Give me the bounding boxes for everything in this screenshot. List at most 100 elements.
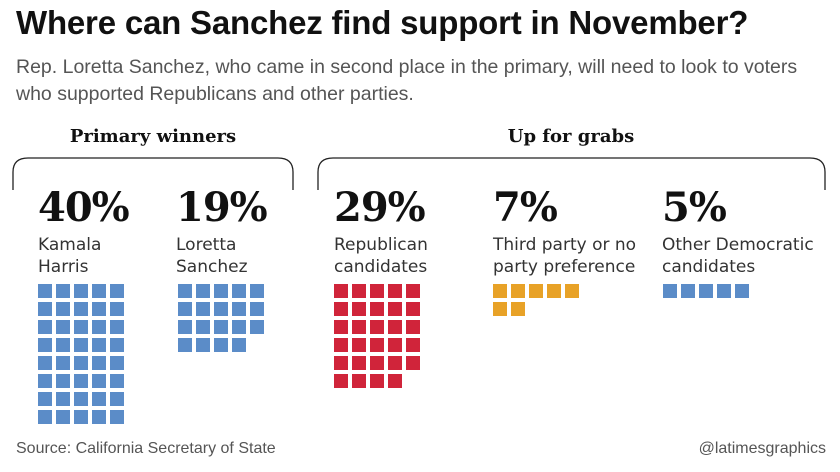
waffle-square bbox=[38, 320, 52, 334]
waffle-square bbox=[547, 284, 561, 298]
label-kamala-harris: Kamala Harris bbox=[38, 235, 102, 277]
group-label-up-for-grabs: Up for grabs bbox=[507, 126, 635, 147]
waffle-square bbox=[717, 284, 731, 298]
waffle-square bbox=[511, 302, 525, 316]
waffle-square bbox=[493, 302, 507, 316]
waffle-square bbox=[406, 356, 420, 370]
waffle-square bbox=[92, 320, 106, 334]
waffle-square bbox=[565, 284, 579, 298]
label-loretta-sanchez: Loretta Sanchez bbox=[176, 235, 248, 277]
waffle-square bbox=[370, 338, 384, 352]
waffle-square bbox=[74, 302, 88, 316]
waffle-square bbox=[110, 302, 124, 316]
item-other-democratic: 5% Other Democratic candidates bbox=[662, 186, 814, 278]
waffle-square bbox=[334, 302, 348, 316]
pct-third-party: 7% bbox=[493, 184, 558, 231]
waffle-square bbox=[74, 410, 88, 424]
waffle-square bbox=[406, 320, 420, 334]
waffle-square bbox=[74, 392, 88, 406]
waffle-square bbox=[56, 374, 70, 388]
waffle-square bbox=[406, 338, 420, 352]
waffle-square bbox=[74, 320, 88, 334]
waffle-square bbox=[38, 284, 52, 298]
waffle-square bbox=[214, 320, 228, 334]
label-third-party: Third party or no party preference bbox=[493, 235, 637, 277]
waffle-square bbox=[56, 338, 70, 352]
waffle-square bbox=[38, 302, 52, 316]
waffle-square bbox=[110, 284, 124, 298]
waffle-square bbox=[92, 374, 106, 388]
waffle-square bbox=[92, 302, 106, 316]
waffle-square bbox=[250, 302, 264, 316]
waffle-square bbox=[232, 320, 246, 334]
waffle-square bbox=[681, 284, 695, 298]
waffle-square bbox=[214, 338, 228, 352]
waffle-square bbox=[388, 284, 402, 298]
waffle-square bbox=[370, 374, 384, 388]
source-note: Source: California Secretary of State bbox=[16, 440, 276, 457]
waffle-square bbox=[406, 302, 420, 316]
waffle-square bbox=[110, 374, 124, 388]
waffle-square bbox=[196, 338, 210, 352]
bracket-primary-winners bbox=[12, 157, 294, 190]
waffle-square bbox=[196, 302, 210, 316]
waffle-square bbox=[178, 302, 192, 316]
waffle-square bbox=[74, 374, 88, 388]
chart-title: Where can Sanchez find support in Novemb… bbox=[16, 4, 749, 41]
waffle-square bbox=[74, 284, 88, 298]
waffle-square bbox=[56, 320, 70, 334]
waffle-square bbox=[370, 302, 384, 316]
waffle-square bbox=[56, 356, 70, 370]
pct-other-democratic: 5% bbox=[662, 184, 727, 231]
waffle-square bbox=[493, 284, 507, 298]
waffle-square bbox=[370, 356, 384, 370]
waffle-square bbox=[38, 410, 52, 424]
waffle-square bbox=[529, 284, 543, 298]
label-republican-candidates: Republican candidates bbox=[334, 235, 428, 277]
waffle-square bbox=[334, 284, 348, 298]
waffle-square bbox=[735, 284, 749, 298]
waffle-square bbox=[699, 284, 713, 298]
waffle-square bbox=[178, 338, 192, 352]
waffle-square bbox=[56, 392, 70, 406]
waffle-square bbox=[74, 356, 88, 370]
waffle-square bbox=[352, 302, 366, 316]
waffle-square bbox=[56, 410, 70, 424]
waffle-square bbox=[232, 338, 246, 352]
item-republican-candidates: 29% Republican candidates bbox=[334, 186, 428, 278]
waffle-square bbox=[388, 338, 402, 352]
waffle-square bbox=[92, 410, 106, 424]
item-third-party: 7% Third party or no party preference bbox=[493, 186, 636, 278]
waffle-square bbox=[92, 392, 106, 406]
waffle-square bbox=[110, 356, 124, 370]
waffle-square bbox=[56, 284, 70, 298]
waffle-square bbox=[56, 302, 70, 316]
waffle-square bbox=[334, 356, 348, 370]
waffle-square bbox=[196, 320, 210, 334]
waffle-square bbox=[178, 284, 192, 298]
waffle-square bbox=[334, 320, 348, 334]
waffle-square bbox=[352, 320, 366, 334]
item-loretta-sanchez: 19% Loretta Sanchez bbox=[176, 184, 268, 278]
waffle-square bbox=[352, 356, 366, 370]
waffle-square bbox=[110, 392, 124, 406]
waffle-square bbox=[178, 320, 192, 334]
waffle-square bbox=[92, 338, 106, 352]
waffle-square bbox=[388, 356, 402, 370]
waffle-square bbox=[388, 302, 402, 316]
item-kamala-harris: 40% Kamala Harris bbox=[38, 184, 130, 278]
group-label-primary-winners: Primary winners bbox=[69, 126, 237, 147]
waffle-square bbox=[388, 320, 402, 334]
label-other-democratic: Other Democratic candidates bbox=[662, 235, 814, 277]
bracket-up-for-grabs bbox=[317, 157, 826, 190]
waffle-square bbox=[214, 302, 228, 316]
pct-loretta-sanchez: 19% bbox=[176, 184, 268, 231]
waffle-square bbox=[38, 374, 52, 388]
waffle-square bbox=[110, 320, 124, 334]
pct-kamala-harris: 40% bbox=[38, 184, 130, 231]
waffle-square bbox=[92, 356, 106, 370]
waffle-square bbox=[38, 356, 52, 370]
waffle-square bbox=[250, 320, 264, 334]
waffle-square bbox=[110, 410, 124, 424]
